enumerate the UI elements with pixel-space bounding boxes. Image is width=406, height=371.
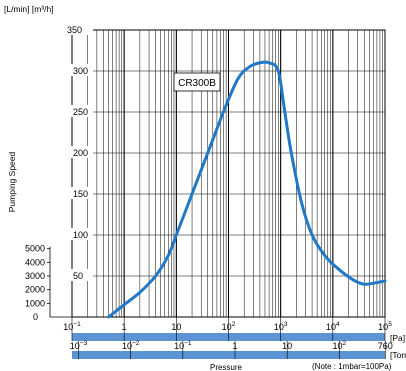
x-axis-torr-tick-label: 10−1 [174,340,192,351]
y-axis-zero-label: 0 [33,312,38,322]
x-axis-torr-tick-label: 102 [333,340,347,351]
plot-grid [71,29,386,318]
y-axis-m3h-tick-label: 100 [73,230,88,240]
y-axis-m3h-tick-label: 250 [73,107,88,117]
y-axis-m3h-label-bg [69,146,93,158]
y-axis-m3h-tick-label: 300 [73,66,88,76]
torr-band [72,351,386,359]
y-axis-lmin-tick-label: 5000 [25,244,45,254]
x-axis-torr-ticks: 10−3 10−2 10−1 1 10 102 760 [70,340,393,359]
x-axis-torr-unit: [Torr] [390,350,406,360]
x-axis-torr-tick-label: 760 [378,341,393,351]
x-axis-pa-unit: [Pa] [390,333,405,343]
y-axis-units-label: [L/min] [m³/h] [4,4,54,14]
y-axis-m3h-label-bg [69,105,93,117]
y-axis-m3h-label-bg [69,228,93,240]
x-axis-pa-tick-label: 10 [171,322,181,332]
series-callout-label: CR300B [178,78,216,89]
x-axis-torr-tick-label: 1 [233,341,238,351]
y-axis-m3h-tick-label: 150 [73,189,88,199]
series-line [107,60,387,319]
x-axis-torr-tick-label: 10−2 [122,340,140,351]
unit-note: (Note : 1mbar=100Pa) [312,362,392,371]
y-axis-m3h: 50 100 150 200 250 300 350 [67,23,93,281]
x-axis-pa-tick-label: 102 [222,321,236,332]
x-axis-title: Pressure [210,363,243,371]
x-axis-pa-tick-label: 10−1 [63,321,81,332]
x-axis-pa-tick-label: 105 [378,321,392,332]
y-axis-m3h-label-bg [69,23,93,35]
y-axis-m3h-tick-label: 200 [73,148,88,158]
y-axis-m3h-label-bg [69,64,93,76]
y-axis-lmin-tick-label: 1000 [25,298,45,308]
y-axis-lmin-tick-label: 4000 [25,257,45,267]
series-callout: CR300B [173,72,221,92]
y-axis-m3h-tick-label: 350 [67,25,82,35]
y-axis-m3h-label-bg [69,187,93,199]
series-layer [107,60,387,319]
x-axis-pa-tick-label: 104 [326,321,340,332]
x-axis-pa-tick-label: 103 [274,321,288,332]
y-axis-lmin-tick-label: 3000 [25,271,45,281]
y-axis-m3h-tick-label: 50 [73,271,83,281]
y-axis-m3h-label-bg [69,269,93,281]
x-axis-torr-tick-label: 10 [282,341,292,351]
left-axis: 1000 2000 3000 4000 5000 0 [25,244,72,322]
y-axis-title: Pumping Speed [7,151,17,212]
x-axis-pa-ticks: 10−1 1 10 102 103 104 105 [63,317,392,341]
y-axis-lmin-tick-label: 2000 [25,285,45,295]
y-axis-units: [L/min] [m³/h] [4,4,54,14]
series-callout-box [173,72,221,92]
x-axis-torr-tick-label: 10−3 [70,340,88,351]
x-axis-pa-tick-label: 1 [122,322,127,332]
